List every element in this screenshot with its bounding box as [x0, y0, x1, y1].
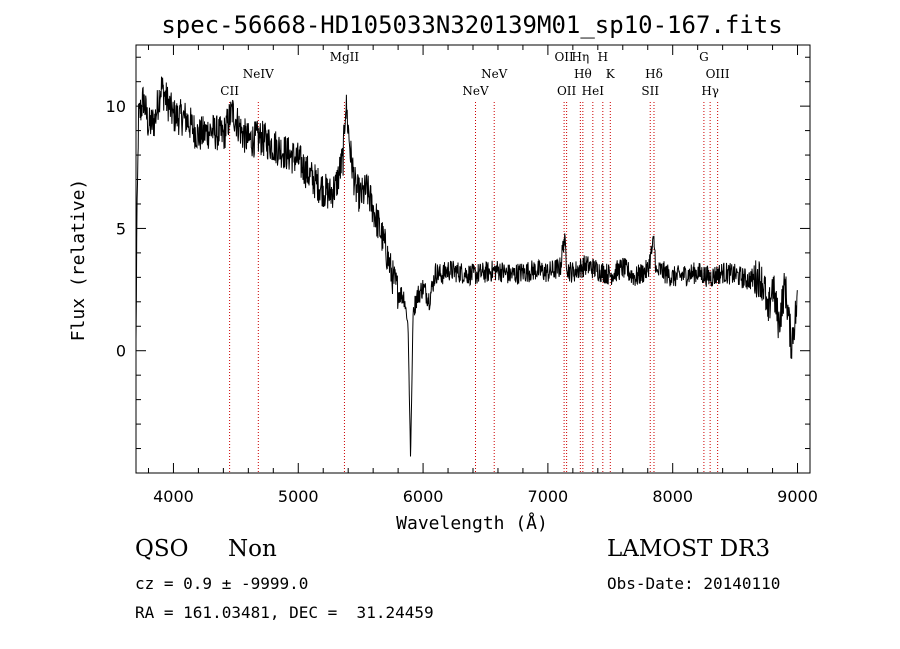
line-marker-label: MgII [330, 50, 360, 64]
line-marker-label: HeI [582, 84, 605, 98]
x-tick-label: 5000 [278, 487, 319, 506]
object-class: QSO [135, 536, 189, 562]
line-marker-label: Hγ [701, 84, 719, 98]
spectrum-line [135, 76, 798, 457]
line-marker-label: OII [557, 84, 577, 98]
x-axis: 4000 5000 6000 7000 8000 9000 [147, 45, 818, 506]
line-marker-label: NeV [462, 84, 489, 98]
x-tick-label: 4000 [153, 487, 194, 506]
x-tick-label: 6000 [403, 487, 444, 506]
line-marker-label: Hη [572, 50, 590, 64]
x-tick-label: 9000 [777, 487, 818, 506]
line-marker-label: K [606, 67, 616, 81]
object-subclass: Non [228, 536, 277, 562]
line-marker-label: Hθ [574, 67, 592, 81]
line-marker-label: G [699, 50, 709, 64]
obs-date: Obs-Date: 20140110 [607, 574, 781, 593]
x-axis-label: Wavelength (Å) [396, 512, 548, 534]
y-axis-label: Flux (relative) [68, 179, 89, 342]
y-tick-label: 10 [106, 97, 126, 116]
survey-name: LAMOST DR3 [607, 536, 771, 562]
line-marker-label: NeIV [243, 67, 274, 81]
x-tick-label: 7000 [528, 487, 569, 506]
coordinates: RA = 161.03481, DEC = 31.24459 [135, 603, 434, 622]
line-marker-label: Hδ [645, 67, 663, 81]
line-marker-label: CII [220, 84, 239, 98]
line-marker-label: OII [554, 50, 574, 64]
y-axis: 0 5 10 [106, 56, 810, 450]
line-marker-label: H [598, 50, 608, 64]
line-marker-label: NeV [481, 67, 508, 81]
line-marker-label: OIII [706, 67, 730, 81]
y-tick-label: 0 [116, 342, 126, 361]
line-marker-label: SII [641, 84, 659, 98]
y-tick-label: 5 [116, 219, 126, 238]
x-tick-label: 8000 [652, 487, 693, 506]
chart-title: spec-56668-HD105033N320139M01_sp10-167.f… [161, 11, 782, 39]
redshift-readout: cz = 0.9 ± -9999.0 [135, 574, 309, 593]
